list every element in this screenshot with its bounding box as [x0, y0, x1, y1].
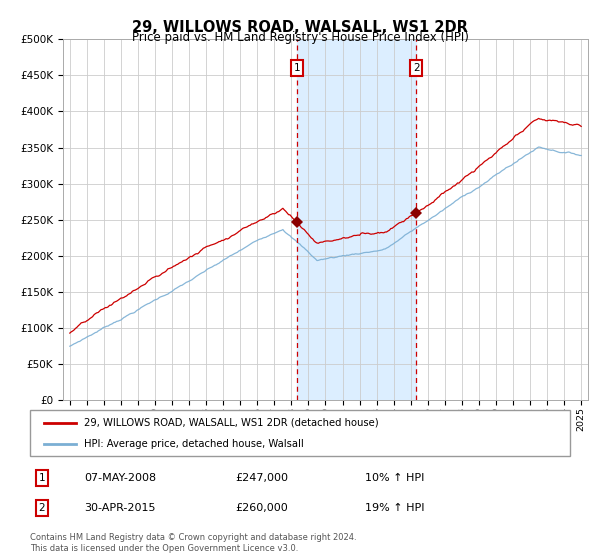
Text: 2: 2 — [38, 503, 45, 514]
Text: 29, WILLOWS ROAD, WALSALL, WS1 2DR (detached house): 29, WILLOWS ROAD, WALSALL, WS1 2DR (deta… — [84, 418, 379, 428]
Text: HPI: Average price, detached house, Walsall: HPI: Average price, detached house, Wals… — [84, 439, 304, 449]
Text: 10% ↑ HPI: 10% ↑ HPI — [365, 473, 424, 483]
Text: Price paid vs. HM Land Registry's House Price Index (HPI): Price paid vs. HM Land Registry's House … — [131, 31, 469, 44]
Text: 29, WILLOWS ROAD, WALSALL, WS1 2DR: 29, WILLOWS ROAD, WALSALL, WS1 2DR — [132, 20, 468, 35]
Bar — [298, 39, 416, 400]
Text: Contains HM Land Registry data © Crown copyright and database right 2024.
This d: Contains HM Land Registry data © Crown c… — [30, 533, 356, 553]
Text: 2: 2 — [413, 63, 419, 73]
Text: 07-MAY-2008: 07-MAY-2008 — [84, 473, 156, 483]
Text: 1: 1 — [38, 473, 45, 483]
Text: £260,000: £260,000 — [235, 503, 288, 514]
Text: 19% ↑ HPI: 19% ↑ HPI — [365, 503, 424, 514]
Text: £247,000: £247,000 — [235, 473, 288, 483]
Text: 1: 1 — [294, 63, 301, 73]
FancyBboxPatch shape — [30, 410, 570, 456]
Text: 30-APR-2015: 30-APR-2015 — [84, 503, 155, 514]
